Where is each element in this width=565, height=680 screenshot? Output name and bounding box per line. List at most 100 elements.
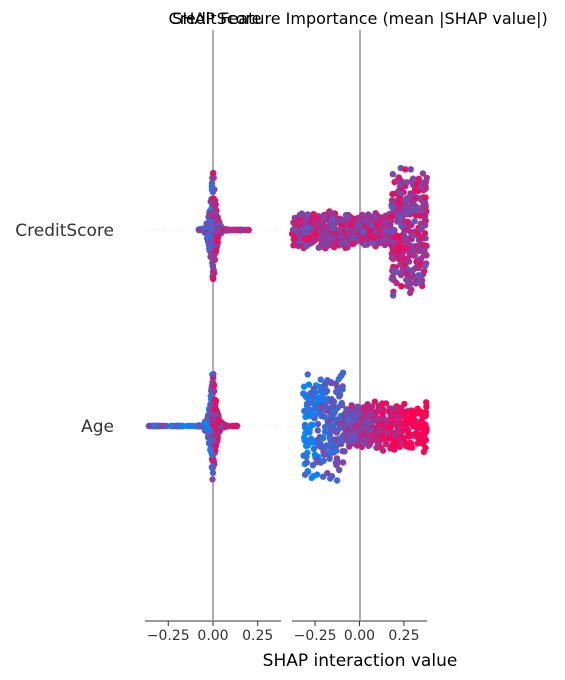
shap-dot-age-right xyxy=(322,414,329,421)
shap-dot-age-right xyxy=(339,386,346,393)
shap-dot-creditscore-right xyxy=(408,268,415,276)
x-tick-label: 0.00 xyxy=(197,628,228,644)
shap-dot-age-right xyxy=(333,477,341,484)
shap-dot-age-right xyxy=(366,435,373,442)
shap-dot-age-right xyxy=(423,427,430,434)
shap-dot-creditscore-right xyxy=(388,203,396,210)
shap-dot-creditscore-right xyxy=(415,279,423,286)
shap-dot-age-right xyxy=(329,408,337,415)
shap-dot-creditscore-right xyxy=(393,251,400,259)
shap-dot-creditscore-right xyxy=(350,240,357,247)
shap-dot-creditscore-right xyxy=(368,232,375,239)
shap-dot-creditscore-right xyxy=(376,228,384,236)
shap-dot-age-right xyxy=(328,396,335,403)
shap-dot-age-right xyxy=(379,432,386,439)
shap-dot-creditscore-right xyxy=(390,233,397,241)
shap-dot-creditscore-right xyxy=(413,264,420,271)
shap-dot-age-right xyxy=(343,433,350,440)
shap-dot-creditscore-right xyxy=(347,221,355,228)
shap-dot-creditscore-right xyxy=(403,209,410,216)
x-tick-label: −0.25 xyxy=(294,628,337,644)
shap-dot-creditscore-left xyxy=(212,247,220,254)
shap-dot-creditscore-right xyxy=(397,261,404,268)
shap-dot-creditscore-left xyxy=(209,275,217,283)
shap-dot-age-right xyxy=(348,402,355,410)
shap-dot-creditscore-right xyxy=(296,211,303,219)
shap-dot-age-right xyxy=(339,459,347,466)
shap-dot-creditscore-right xyxy=(359,229,367,236)
shap-dot-age-right xyxy=(339,369,347,376)
shap-dot-creditscore-right xyxy=(361,241,369,248)
shap-dot-creditscore-right xyxy=(324,224,331,231)
shap-dot-creditscore-right xyxy=(395,174,403,181)
shap-dot-creditscore-right xyxy=(331,230,338,237)
shap-dot-creditscore-right xyxy=(419,170,427,177)
shap-dot-creditscore-right xyxy=(421,212,428,220)
shap-dot-age-right xyxy=(338,399,345,407)
shap-dot-creditscore-right xyxy=(413,180,420,188)
shap-dot-age-right xyxy=(389,406,396,413)
shap-dot-creditscore-right xyxy=(304,211,311,218)
shap-dot-age-right xyxy=(309,411,316,418)
shap-dot-creditscore-right xyxy=(395,246,402,254)
shap-dot-age-right xyxy=(350,412,357,419)
shap-dot-age-left xyxy=(212,424,219,431)
shap-dot-age-right xyxy=(309,394,316,401)
shap-dot-age-left xyxy=(230,422,238,430)
shap-dot-age-right xyxy=(327,444,334,452)
shap-dot-creditscore-right xyxy=(395,199,402,206)
shap-dot-creditscore-right xyxy=(330,243,338,251)
shap-dot-age-left xyxy=(209,469,217,477)
shap-dot-creditscore-right xyxy=(389,190,397,198)
shap-dot-creditscore-right xyxy=(418,234,425,242)
shap-dot-creditscore-right xyxy=(319,225,326,233)
shap-dot-age-right xyxy=(309,421,316,429)
shap-dot-age-right xyxy=(408,418,416,425)
shap-dot-age-right xyxy=(326,435,334,442)
shap-dot-creditscore-left xyxy=(214,238,221,245)
shap-dot-age-right xyxy=(336,466,343,474)
shap-dot-age-right xyxy=(335,426,342,433)
shap-dot-creditscore-right xyxy=(301,235,308,243)
panel-title-creditscore: CreditScore xyxy=(169,9,262,28)
shap-dot-age-right xyxy=(333,461,340,469)
shap-dot-creditscore-right xyxy=(393,279,400,287)
shap-dot-creditscore-right xyxy=(303,242,310,250)
shap-dot-creditscore-right xyxy=(363,217,370,224)
shap-dot-creditscore-right xyxy=(398,222,405,229)
shap-dot-age-right xyxy=(397,405,405,412)
shap-dot-age-left xyxy=(168,422,175,430)
beeswarm-dots-left xyxy=(145,169,252,483)
shap-dot-age-right xyxy=(303,459,310,466)
shap-dot-creditscore-right xyxy=(404,218,411,225)
shap-dot-age-left xyxy=(215,419,222,426)
shap-dot-age-right xyxy=(376,427,383,434)
shap-dot-creditscore-left xyxy=(205,232,212,239)
shap-dot-age-right xyxy=(327,414,335,421)
shap-dot-age-right xyxy=(333,442,340,450)
shap-dot-age-right xyxy=(312,403,319,411)
shap-dot-age-right xyxy=(320,457,327,464)
shap-dot-age-right xyxy=(305,381,313,388)
shap-dot-creditscore-right xyxy=(380,237,387,244)
shap-dot-creditscore-right xyxy=(410,199,417,206)
shap-dot-creditscore-left xyxy=(208,186,216,194)
shap-dot-age-right xyxy=(311,451,319,458)
shap-dot-age-right xyxy=(375,439,382,446)
shap-dot-creditscore-left xyxy=(213,227,220,234)
shap-dot-age-left xyxy=(211,382,218,389)
shap-dot-creditscore-left xyxy=(214,232,221,239)
x-tick-label: 0.25 xyxy=(388,628,419,644)
shap-dot-creditscore-right xyxy=(321,213,329,220)
shap-dot-creditscore-left xyxy=(228,226,236,234)
x-axis-label: SHAP interaction value xyxy=(263,651,458,671)
shap-dot-age-right xyxy=(321,385,328,393)
shap-dot-creditscore-left xyxy=(206,209,213,217)
shap-dot-creditscore-right xyxy=(421,248,428,255)
shap-dot-creditscore-right xyxy=(377,215,384,222)
shap-dot-age-right xyxy=(324,377,331,384)
shap-dot-creditscore-right xyxy=(389,292,397,299)
shap-dot-age-right xyxy=(304,371,311,378)
shap-dot-age-left xyxy=(210,456,217,463)
shap-dot-age-right xyxy=(374,416,381,423)
